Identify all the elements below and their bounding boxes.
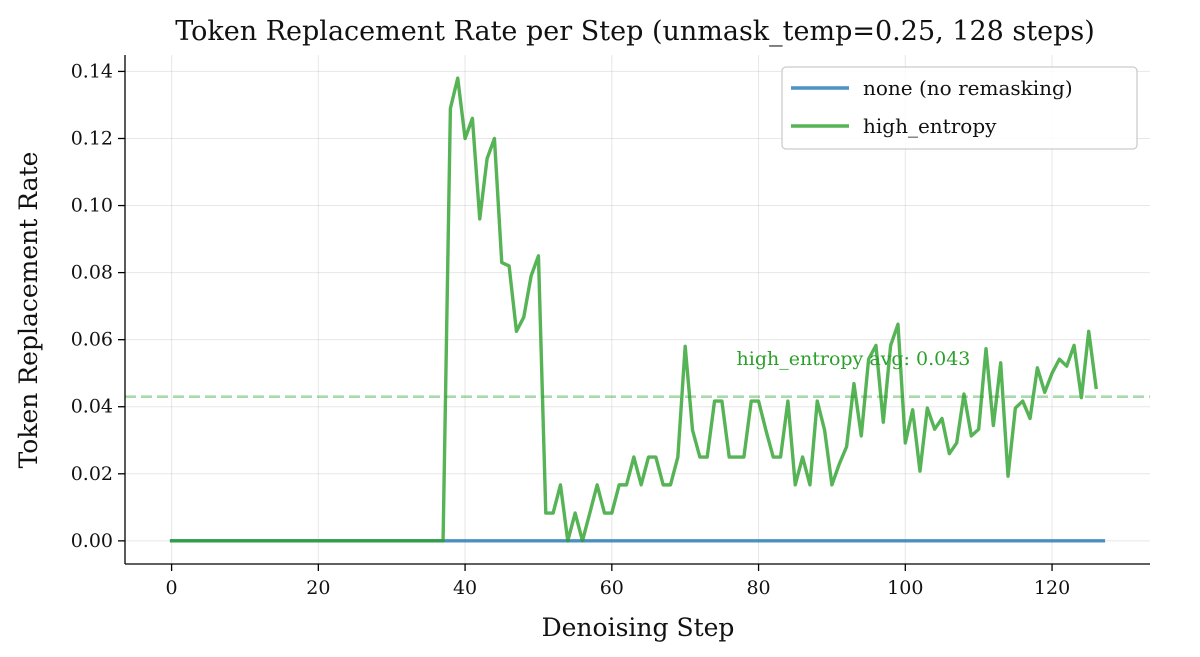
axes-spines [124, 55, 1150, 565]
legend-entry-label: none (no remasking) [863, 76, 1073, 100]
average-annotation-label: high_entropy avg: 0.043 [737, 348, 971, 370]
x-tick-label: 100 [887, 577, 923, 599]
x-tick-label: 120 [1034, 577, 1070, 599]
y-axis-ticks: 0.00 0.02 0.04 0.06 0.08 0.10 0.12 0.14 [71, 60, 125, 552]
y-tick-label: 0.10 [71, 195, 113, 217]
y-tick-label: 0.06 [71, 329, 113, 351]
y-axis-label: Token Replacement Rate [14, 152, 43, 469]
x-axis-ticks: 0 20 40 60 80 100 120 [166, 564, 1070, 599]
x-tick-label: 0 [166, 577, 178, 599]
annotation-group: high_entropy avg: 0.043 [737, 348, 971, 370]
legend-entry-label: high_entropy [863, 114, 997, 138]
chart-title: Token Replacement Rate per Step (unmask_… [175, 16, 1095, 47]
x-tick-label: 80 [746, 577, 770, 599]
series-lines [169, 76, 1106, 543]
x-axis-label: Denoising Step [542, 613, 735, 642]
legend-box [781, 66, 1138, 150]
series-line-high-entropy [169, 76, 1098, 543]
legend: none (no remasking) high_entropy [781, 66, 1138, 150]
y-tick-label: 0.00 [71, 530, 113, 552]
y-tick-label: 0.08 [71, 262, 113, 284]
y-tick-label: 0.12 [71, 127, 113, 149]
x-tick-label: 40 [453, 577, 477, 599]
y-tick-label: 0.04 [71, 396, 113, 418]
y-tick-label: 0.02 [71, 463, 113, 485]
y-tick-label: 0.14 [71, 60, 113, 82]
x-tick-label: 60 [600, 577, 624, 599]
x-tick-label: 20 [306, 577, 330, 599]
